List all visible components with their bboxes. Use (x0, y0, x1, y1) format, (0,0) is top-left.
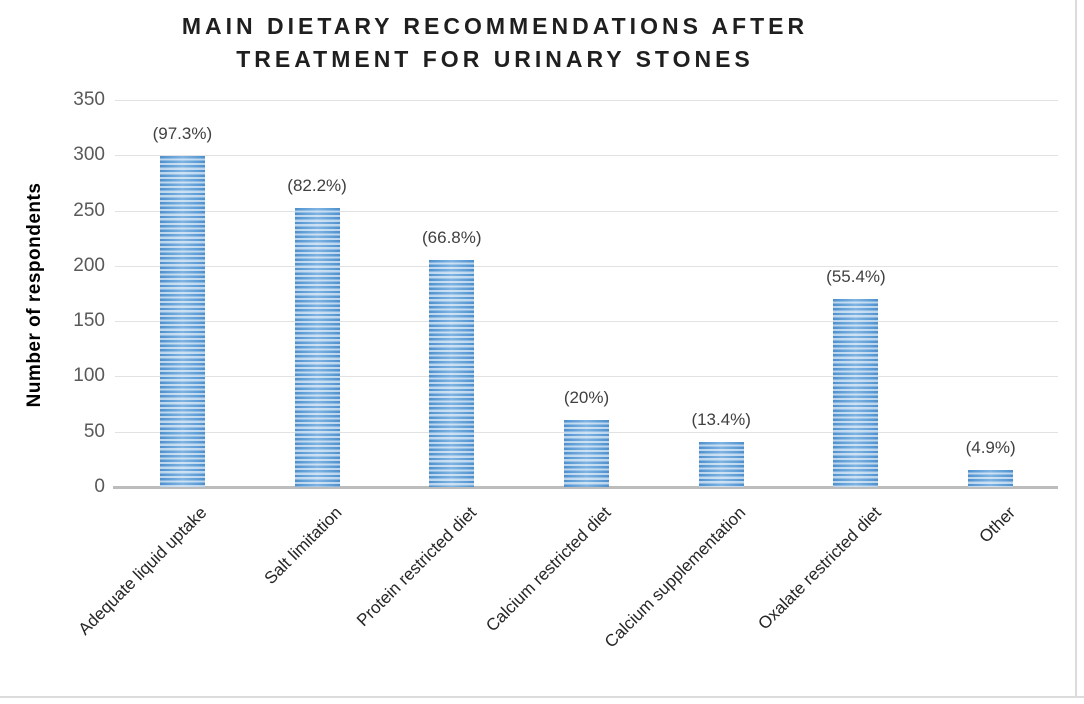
y-tick-label: 250 (73, 199, 105, 221)
chart-title: MAIN DIETARY RECOMMENDATIONS AFTER TREAT… (0, 10, 990, 77)
y-axis-title: Number of respondents (24, 182, 45, 408)
bar-value-label: (97.3%) (152, 124, 213, 144)
gridline (115, 265, 1058, 267)
x-category-label: Protein restricted diet (353, 503, 481, 631)
gridline (115, 155, 1058, 157)
page-right-border (1075, 0, 1077, 698)
page-bottom-border (0, 696, 1084, 698)
bar-value-label: (13.4%) (691, 409, 751, 429)
gridline (115, 321, 1058, 323)
bar (159, 156, 205, 487)
x-category-label: Adequate liquid uptake (75, 503, 211, 639)
chart-title-line-1: MAIN DIETARY RECOMMENDATIONS AFTER (181, 13, 809, 39)
bar (429, 260, 475, 487)
y-tick-label: 0 (94, 476, 105, 497)
chart-title-line-2: TREATMENT FOR URINARY STONES (236, 46, 754, 73)
gridline (115, 210, 1058, 212)
y-tick-label: 200 (73, 254, 105, 276)
y-tick-label: 150 (73, 310, 105, 332)
bar (833, 299, 879, 487)
bar-value-label: (20%) (563, 387, 610, 407)
bar (968, 470, 1014, 487)
x-category-label: Calcium restricted diet (482, 503, 615, 636)
y-tick-label: 100 (73, 365, 105, 387)
x-category-label: Oxalate restricted diet (754, 503, 885, 634)
gridline (115, 100, 1058, 101)
y-tick-label: 50 (83, 420, 105, 442)
bar-value-label: (66.8%) (422, 228, 482, 248)
gridline (115, 376, 1058, 378)
bar (564, 419, 609, 487)
bar-value-label: (82.2%) (287, 176, 347, 196)
y-tick-label: 350 (73, 89, 105, 110)
x-category-label: Calcium supplementation (601, 503, 750, 652)
y-tick-label: 300 (73, 144, 105, 166)
bar (294, 208, 340, 487)
bar-value-label: (55.4%) (826, 267, 886, 287)
x-category-label: Salt limitation (260, 503, 346, 588)
bar (698, 441, 744, 487)
plot-area: (97.3%) (82.2%) (66.8%) (20%) (13.4%) (55.4%)… (113, 100, 1058, 489)
x-category-label: Other (975, 503, 1020, 547)
bar-value-label: (4.9%) (965, 438, 1016, 458)
x-axis-line (113, 486, 1058, 489)
